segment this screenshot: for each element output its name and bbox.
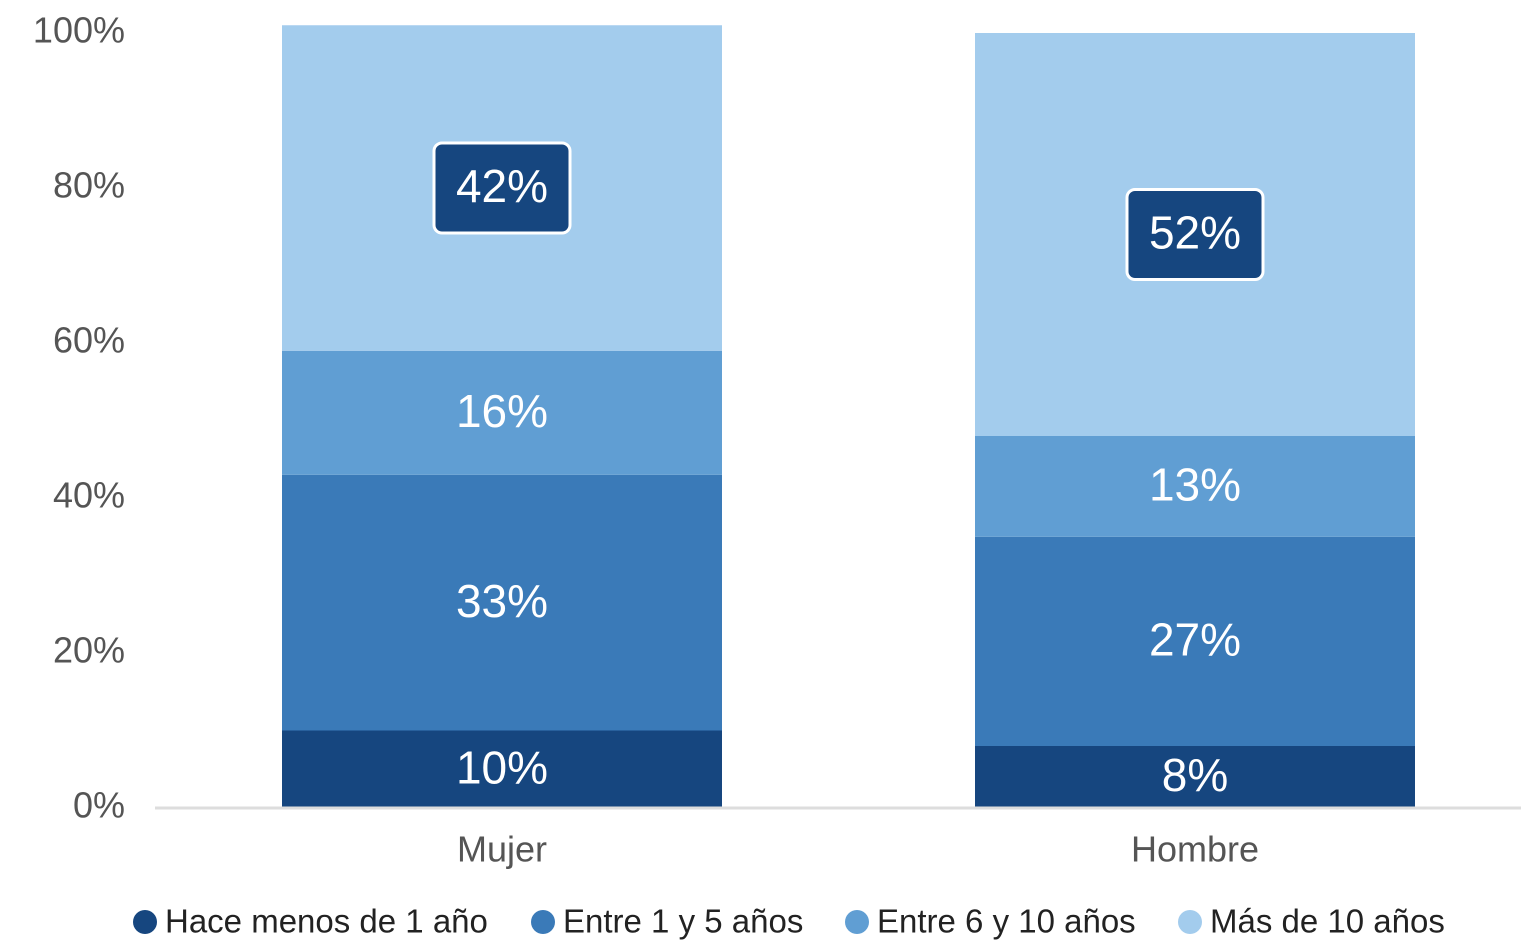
bar-segment: [282, 730, 722, 808]
legend-label: Entre 1 y 5 años: [563, 903, 803, 940]
x-tick-label: Hombre: [1131, 829, 1259, 870]
bar-segment: [282, 474, 722, 731]
legend-label: Entre 6 y 10 años: [877, 903, 1136, 940]
data-label: 27%: [1149, 614, 1241, 666]
legend-marker: [133, 910, 157, 934]
y-tick-label: 60%: [53, 320, 125, 361]
y-tick-label: 0%: [73, 785, 125, 826]
legend-marker: [531, 910, 555, 934]
data-label: 16%: [456, 385, 548, 437]
y-tick-label: 40%: [53, 475, 125, 516]
data-label: 10%: [456, 741, 548, 793]
legend-marker: [845, 910, 869, 934]
label-box: [432, 141, 572, 235]
data-label: 42%: [456, 160, 548, 212]
x-tick-label: Mujer: [457, 829, 547, 870]
bar-segment: [975, 436, 1415, 537]
legend-label: Hace menos de 1 año: [165, 903, 488, 940]
bar-segment: [282, 350, 722, 475]
data-label: 33%: [456, 575, 548, 627]
legend-label: Más de 10 años: [1210, 903, 1445, 940]
data-label: 52%: [1149, 207, 1241, 259]
data-label: 8%: [1162, 749, 1228, 801]
legend-marker: [1178, 910, 1202, 934]
y-tick-label: 100%: [33, 10, 125, 51]
bar-segment: [975, 536, 1415, 746]
label-box: [1125, 188, 1265, 281]
y-tick-label: 20%: [53, 630, 125, 671]
data-label: 13%: [1149, 459, 1241, 511]
y-tick-label: 80%: [53, 165, 125, 206]
bar-segment: [975, 746, 1415, 808]
